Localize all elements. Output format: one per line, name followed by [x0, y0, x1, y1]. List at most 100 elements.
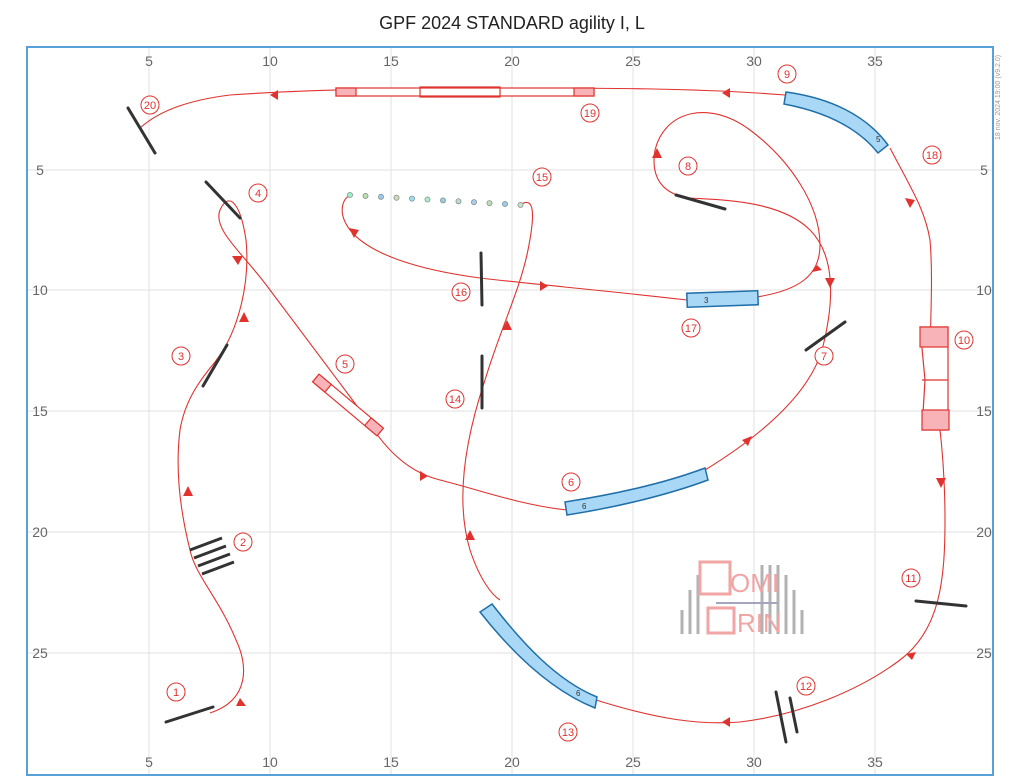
x-tick-top: 15 [383, 53, 399, 69]
svg-text:10: 10 [958, 335, 970, 347]
svg-text:3: 3 [178, 351, 184, 363]
jump-12a [774, 690, 788, 744]
y-tick-left: 25 [32, 645, 48, 661]
arrow-icon [905, 198, 915, 208]
arrow-icon [936, 478, 946, 488]
tunnel-17 [686, 289, 759, 308]
x-tick-top: 35 [867, 53, 883, 69]
svg-text:9: 9 [784, 69, 790, 81]
svg-text:8: 8 [685, 161, 691, 173]
arrow-icon [540, 281, 548, 291]
jump-8 [674, 193, 727, 211]
jump-11 [914, 599, 968, 608]
weave-pole [393, 194, 400, 201]
svg-text:20: 20 [144, 100, 156, 112]
logo-text-top: OMI [730, 568, 779, 598]
obstacle-number-10: 10 [954, 330, 974, 350]
arrow-icon [652, 148, 662, 158]
obstacle-number-2: 2 [233, 532, 253, 552]
svg-text:11: 11 [905, 573, 916, 585]
obstacle-number-15: 15 [532, 167, 552, 187]
obstacle-number-6: 6 [561, 472, 581, 492]
y-tick-right: 25 [976, 645, 992, 661]
aframe-10 [919, 326, 950, 431]
x-tick-top: 25 [625, 53, 641, 69]
x-tick-top: 20 [504, 53, 520, 69]
svg-text:6: 6 [568, 477, 574, 489]
arrow-icon [232, 256, 243, 265]
jump-3 [201, 343, 229, 388]
x-tick-bottom: 15 [383, 754, 399, 770]
x-tick-top: 30 [746, 53, 762, 69]
svg-text:16: 16 [455, 287, 467, 299]
obstacle-number-16: 16 [451, 282, 471, 302]
y-tick-left: 15 [32, 403, 48, 419]
weave-pole [502, 201, 508, 207]
obstacle-number-4: 4 [248, 183, 268, 203]
obstacle-number-3: 3 [171, 346, 191, 366]
obstacle-number-20: 20 [140, 95, 160, 115]
svg-text:18: 18 [926, 150, 938, 162]
weave-pole [471, 199, 477, 206]
arrow-icon [420, 471, 428, 481]
arrow-icon [502, 320, 512, 330]
tunnel-9 [783, 91, 890, 155]
jump-7 [804, 320, 847, 352]
tunnel-6 [564, 467, 709, 516]
arrow-icon [465, 530, 475, 540]
svg-text:12: 12 [800, 681, 812, 693]
obstacle-number-17: 17 [681, 318, 701, 338]
seesaw-5 [311, 373, 385, 437]
x-tick-bottom: 30 [746, 754, 762, 770]
weave-pole [362, 192, 369, 199]
obstacle-number-12: 12 [796, 676, 816, 696]
weave-pole [440, 197, 446, 204]
weave-pole [424, 196, 431, 203]
dogwalk-19 [335, 86, 595, 98]
weave-pole [455, 198, 462, 205]
x-tick-bottom: 25 [625, 754, 641, 770]
svg-text:2: 2 [240, 537, 246, 549]
path-segment-5 [595, 147, 946, 724]
x-tick-bottom: 35 [867, 754, 883, 770]
weave-pole [486, 200, 493, 206]
y-tick-right: 5 [980, 162, 988, 178]
svg-text:13: 13 [562, 727, 574, 739]
weave-poles [347, 192, 524, 208]
path-segment-4 [462, 202, 534, 601]
svg-text:19: 19 [584, 108, 596, 120]
svg-text:15: 15 [536, 172, 548, 184]
svg-text:17: 17 [685, 323, 697, 335]
jumps [126, 106, 968, 744]
weave-pole [517, 201, 524, 208]
obstacle-number-9: 9 [777, 64, 797, 84]
x-tick-bottom: 10 [262, 754, 278, 770]
pomirin-logo: OMI RIN [680, 560, 804, 638]
x-tick-top: 5 [145, 53, 153, 69]
obstacle-number-8: 8 [678, 156, 698, 176]
y-tick-left: 10 [32, 282, 48, 298]
tunnel-13-label: 6 [576, 689, 581, 698]
course-title: GPF 2024 STANDARD agility I, L [379, 13, 645, 33]
y-tick-left: 5 [36, 162, 44, 178]
y-tick-right: 10 [976, 282, 992, 298]
obstacle-number-13: 13 [558, 722, 578, 742]
jump-16 [479, 251, 484, 307]
jump-4 [204, 180, 242, 220]
contacts [311, 86, 950, 437]
jump-12b [788, 696, 799, 734]
tunnel-17-label: 3 [704, 296, 709, 305]
arrow-icon [349, 228, 359, 238]
direction-arrows [183, 88, 946, 727]
arrow-icon [742, 436, 752, 446]
arrow-icon [183, 486, 193, 496]
x-tick-bottom: 5 [145, 754, 153, 770]
grid [28, 48, 992, 774]
weave-pole [347, 192, 353, 198]
arrow-icon [236, 698, 246, 706]
y-tick-right: 20 [976, 524, 992, 540]
y-tick-left: 20 [32, 524, 48, 540]
arrow-icon [722, 717, 730, 727]
